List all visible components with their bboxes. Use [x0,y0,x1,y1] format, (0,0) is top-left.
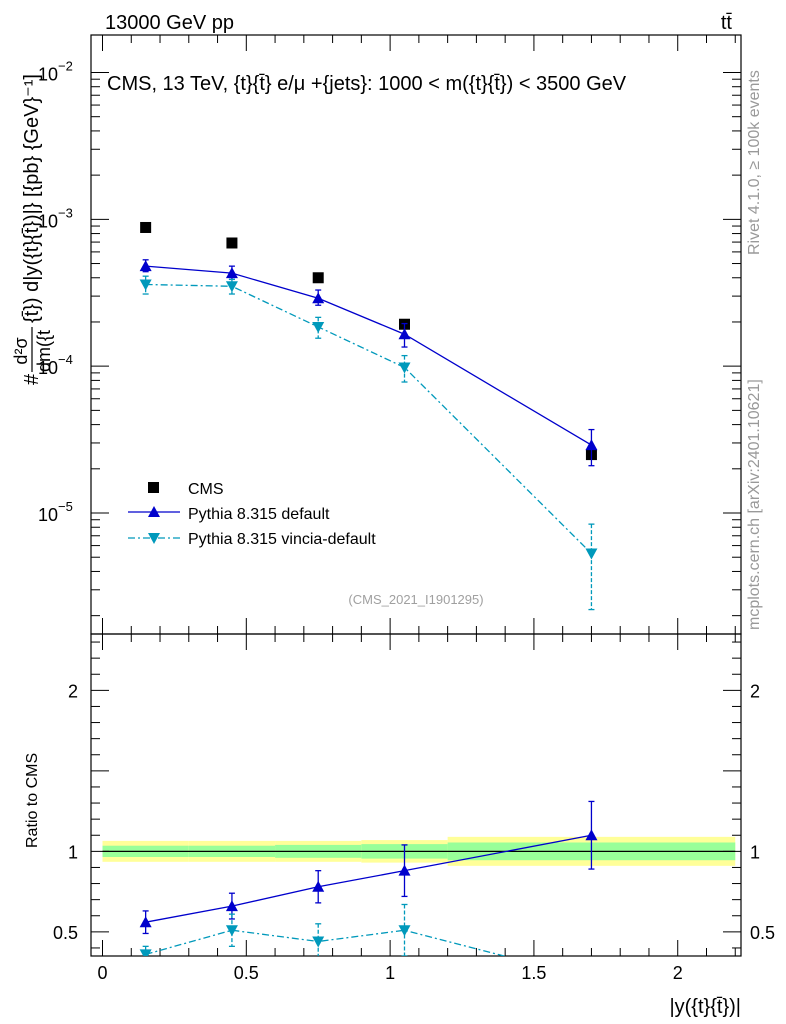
ratio-data-point [139,916,152,928]
x-tick-label: 1.5 [521,963,546,983]
main-data-point [225,281,238,293]
ratio-axis-ticks [91,634,741,956]
ratio-plot-frame [90,633,742,957]
x-tick-label: 1 [385,963,395,983]
x-tick-labels: 0 0.5 1 1.5 2 [97,963,682,983]
legend: CMS Pythia 8.315 default Pythia 8.315 vi… [128,481,376,548]
ratio-y-tick-labels: 0.5 0.5 1 1 2 2 [53,681,775,943]
main-y-tick-labels: 10−210−310−410−5 [38,58,73,525]
rivet-label: Rivet 4.1.0, ≥ 100k events [746,70,763,255]
main-y-tick-label: 10 [38,211,58,231]
legend-default-marker [148,506,160,517]
main-y-tick-label: 10 [38,64,58,84]
x-axis-label: |y({t}{t̄})| [669,996,741,1018]
ratio-y-tick-label-right: 1 [750,842,760,862]
ratio-y-tick-label-right: 0.5 [750,923,775,943]
ratio-y-tick-label-left: 2 [68,681,78,701]
main-data-point [398,328,411,340]
main-data-point [398,362,411,374]
ratio-y-tick-label-left: 0.5 [53,923,78,943]
main-data-point [312,292,325,304]
ratio-y-axis-label-wrap: Ratio to CMS [24,753,41,848]
ratio-data-point [312,936,325,948]
x-tick-label: 2 [673,963,683,983]
main-y-tick-label: 10 [38,358,58,378]
main-y-tick-exponent: −5 [58,499,73,514]
energy-label: 13000 GeV pp [105,12,234,34]
main-series-line [145,265,592,446]
mcplots-label: mcplots.cern.ch [arXiv:2401.10621] [746,379,763,630]
main-y-tick-exponent: −4 [58,352,73,367]
main-y-tick-exponent: −2 [58,58,73,73]
ratio-clipped-group [139,800,598,985]
main-y-axis-label: # d²σ dm({t {t̄}) d|y({t}{t̄})|} [{pb} {… [11,74,54,385]
legend-cms-marker [148,482,159,493]
ratio-y-tick-label-right: 2 [750,681,760,701]
ratio-series-group [139,800,598,985]
x-tick-label: 0 [97,963,107,983]
ratio-data-point [398,925,411,937]
legend-vincia-marker [148,533,160,544]
main-data-point [585,439,598,451]
ratio-data-point [398,864,411,876]
y-label-fraction-den: dm({t [34,330,54,372]
ratio-y-tick-label-left: 1 [68,842,78,862]
legend-default-label: Pythia 8.315 default [188,506,330,523]
main-axis-ticks [91,35,741,634]
y-label-rest: {t̄}) d|y({t}{t̄})|} [{pb} {GeV}⁻¹] [21,74,43,323]
y-label-fraction-num: d²σ [11,337,31,364]
main-series-group [139,221,598,611]
ratio-data-point [139,949,152,956]
analysis-annotation: (CMS_2021_I1901295) [348,592,483,607]
main-y-tick-label: 10 [38,505,58,525]
main-plot-title: CMS, 13 TeV, {t}{t̄} e/μ +{jets}: 1000 <… [107,73,627,95]
process-label: tt̄ [721,12,733,34]
ratio-data-point [585,829,598,841]
ratio-data-point [225,925,238,937]
main-data-point [140,221,152,233]
main-y-tick-exponent: −3 [58,205,73,220]
ratio-uncertainty-bands [102,836,736,866]
ratio-data-point [225,900,238,912]
main-data-point [139,260,152,272]
main-data-point [139,279,152,291]
y-label-prefix: # [21,373,43,385]
main-data-point [225,267,238,279]
legend-vincia-label: Pythia 8.315 vincia-default [188,531,376,548]
main-data-point [312,272,324,284]
ratio-y-axis-label: Ratio to CMS [24,753,41,848]
ratio-data-point [585,974,597,985]
legend-cms-label: CMS [188,481,224,498]
ratio-data-point [312,880,325,892]
main-data-point [226,237,238,249]
main-data-point [312,321,325,333]
main-data-point [585,548,598,560]
x-tick-label: 0.5 [234,963,259,983]
